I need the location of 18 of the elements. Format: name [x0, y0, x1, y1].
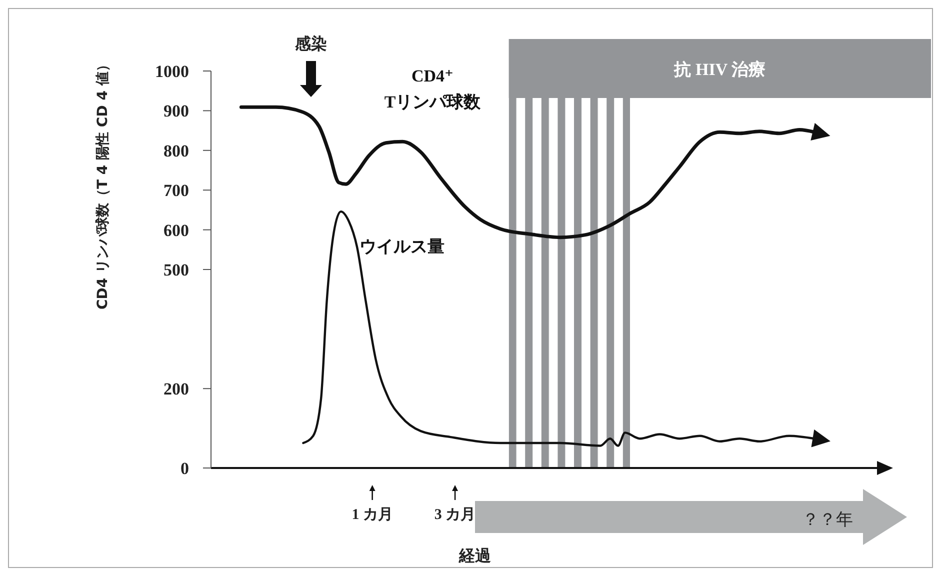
y-tick-label: 900 — [164, 102, 189, 121]
series-label: ウイルス量 — [360, 236, 445, 256]
x-tick-label: 3 カ月 — [434, 507, 476, 523]
y-tick-label: 1000 — [155, 62, 189, 82]
timeline-arrow: ？？年 — [475, 489, 907, 547]
y-axis-title: CD4 リンパ球数（T 4 陽性 CD 4 値） — [94, 58, 111, 310]
y-tick-label: 200 — [164, 380, 189, 399]
series-label: CD4⁺ Tリンパ球数 — [384, 66, 482, 112]
band-label: 抗 HIV 治療 — [673, 60, 766, 79]
y-tick-label: 700 — [164, 181, 189, 200]
y-tick-label: 0 — [180, 459, 189, 478]
treatment-header: 抗 HIV 治療 — [508, 39, 931, 98]
y-tick-label: 600 — [164, 220, 189, 240]
y-tick-label: 800 — [164, 141, 189, 160]
x-axis-title: 経過 — [458, 546, 492, 565]
text: 感染 — [294, 34, 327, 53]
x-tick-label: 1 カ月 — [352, 507, 393, 523]
y-tick-label: 500 — [164, 260, 189, 280]
